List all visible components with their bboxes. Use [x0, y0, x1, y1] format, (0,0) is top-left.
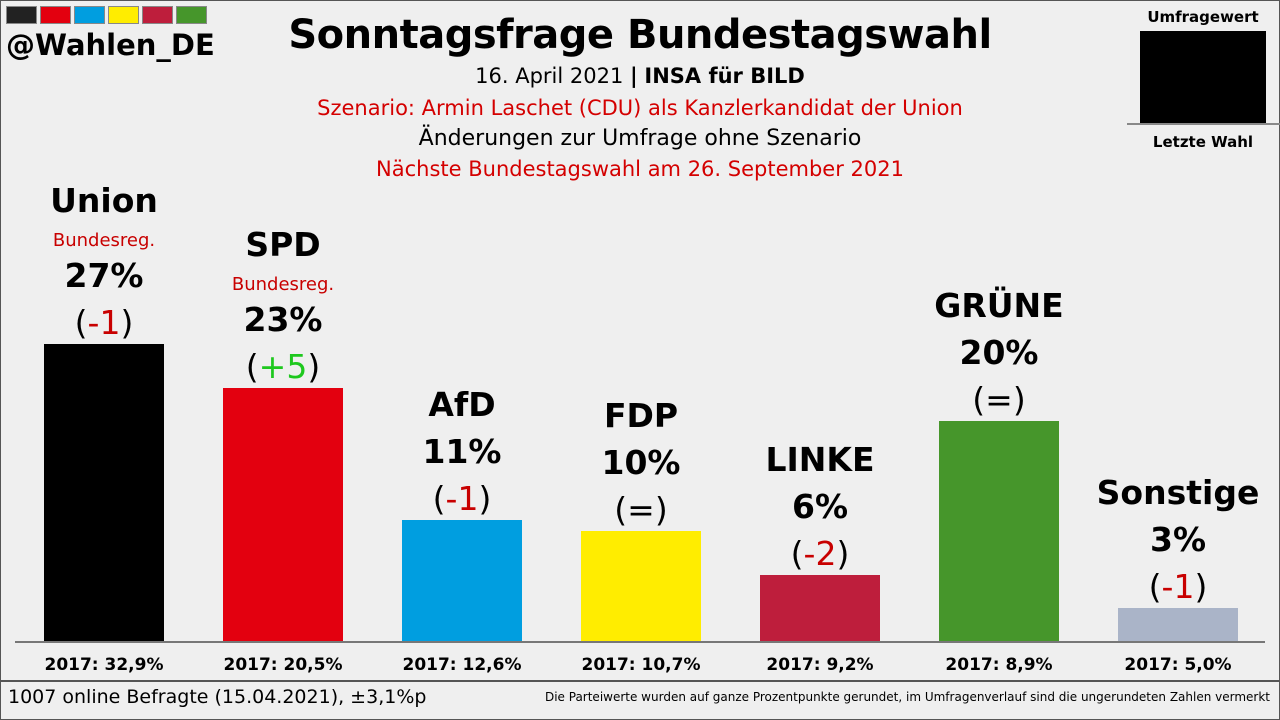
bar-linke	[760, 575, 880, 641]
author-handle: @Wahlen_DE	[6, 28, 215, 62]
next-election-note: Nächste Bundestagswahl am 26. September …	[376, 157, 904, 181]
value-label: 23%	[244, 300, 323, 339]
poll-institute: INSA für BILD	[644, 64, 805, 88]
poll-date-line: 16. April 2021 | INSA für BILD	[240, 64, 1040, 88]
change-label: (+5)	[246, 347, 320, 386]
color-swatch	[176, 6, 207, 24]
legend-swatch	[1140, 31, 1266, 123]
rounding-note: Die Parteiwerte wurden auf ganze Prozent…	[544, 690, 1270, 704]
color-swatch	[74, 6, 105, 24]
scenario-text: Szenario: Armin Laschet (CDU) als Kanzle…	[317, 96, 963, 120]
change-label: (-2)	[791, 534, 850, 573]
chart-baseline	[15, 641, 1265, 643]
previous-election-label: 2017: 9,2%	[766, 655, 873, 675]
previous-election-label: 2017: 8,9%	[945, 655, 1052, 675]
party-name: AfD	[428, 385, 495, 424]
value-label: 11%	[423, 432, 502, 471]
legend-poll-label: Umfragewert	[1147, 8, 1259, 26]
party-name: FDP	[604, 396, 678, 435]
changes-note: Änderungen zur Umfrage ohne Szenario	[418, 126, 862, 151]
poll-date: 16. April 2021	[475, 64, 624, 88]
party-name: LINKE	[765, 440, 874, 479]
value-label: 3%	[1150, 520, 1206, 559]
previous-election-label: 2017: 12,6%	[402, 655, 521, 675]
bar-union	[44, 344, 164, 641]
sample-info: 1007 online Befragte (15.04.2021), ±3,1%…	[8, 686, 427, 708]
separator: |	[630, 64, 638, 88]
party-name: GRÜNE	[934, 285, 1063, 325]
color-swatch	[142, 6, 173, 24]
change-label: (-1)	[433, 479, 492, 518]
legend-last-election-label: Letzte Wahl	[1152, 133, 1254, 151]
party-name: SPD	[245, 225, 320, 264]
color-swatch	[108, 6, 139, 24]
previous-election-label: 2017: 20,5%	[223, 655, 342, 675]
value-label: 27%	[65, 256, 144, 295]
value-label: 6%	[792, 487, 848, 526]
previous-election-label: 2017: 10,7%	[581, 655, 700, 675]
bar-afd	[402, 520, 522, 641]
government-tag: Bundesreg.	[232, 274, 334, 295]
chart-title: Sonntagsfrage Bundestagswahl	[288, 12, 992, 58]
color-swatch	[6, 6, 37, 24]
value-label: 10%	[602, 443, 681, 482]
change-label: (-1)	[1149, 567, 1208, 606]
bar-spd	[223, 388, 343, 641]
color-swatch	[40, 6, 71, 24]
previous-election-label: 2017: 5,0%	[1124, 655, 1231, 675]
government-tag: Bundesreg.	[53, 230, 155, 251]
value-label: 20%	[960, 333, 1039, 372]
change-label: (=)	[972, 380, 1025, 419]
party-name: Union	[50, 181, 158, 220]
bar-sonstige	[1118, 608, 1238, 641]
footer-divider	[0, 680, 1280, 682]
change-label: (-1)	[75, 303, 134, 342]
party-name: Sonstige	[1097, 473, 1260, 512]
party-color-strip	[6, 6, 207, 24]
change-label: (=)	[614, 490, 667, 529]
legend-divider	[1127, 123, 1280, 125]
bar-fdp	[581, 531, 701, 641]
bar-grüne	[939, 421, 1059, 641]
previous-election-label: 2017: 32,9%	[44, 655, 163, 675]
